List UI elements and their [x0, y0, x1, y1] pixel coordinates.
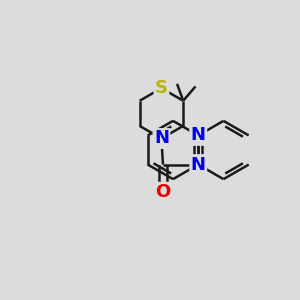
Text: N: N	[191, 156, 206, 174]
Text: N: N	[154, 130, 169, 148]
Text: O: O	[155, 183, 171, 201]
Text: S: S	[155, 79, 168, 97]
Text: N: N	[191, 126, 206, 144]
